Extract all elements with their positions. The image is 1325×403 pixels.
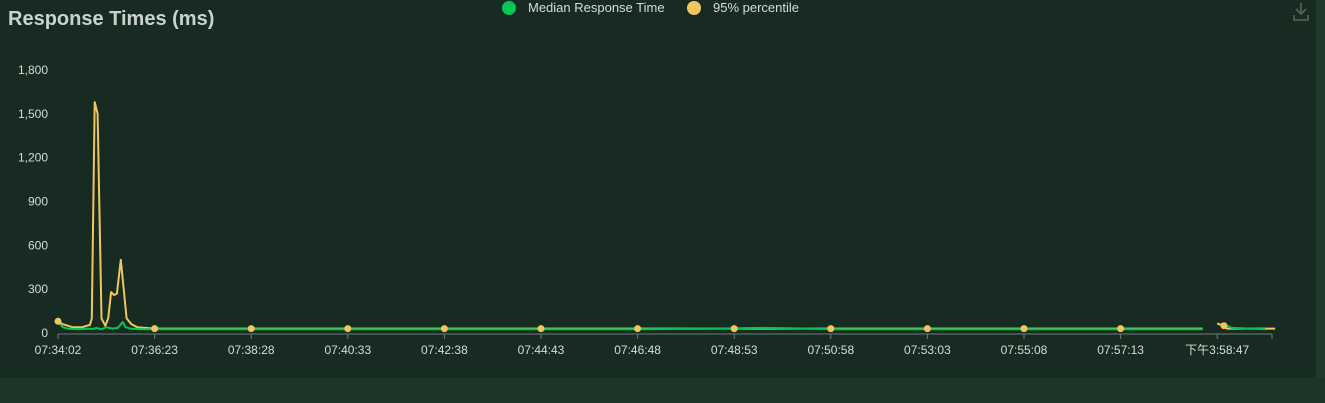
bottom-strip bbox=[0, 378, 1325, 403]
y-tick-label: 600 bbox=[28, 238, 48, 252]
x-tick-label: 07:53:03 bbox=[904, 343, 951, 357]
p95-point bbox=[344, 325, 352, 333]
p95-point bbox=[54, 317, 62, 325]
p95-point bbox=[827, 325, 835, 333]
legend-swatch bbox=[687, 1, 701, 15]
x-tick-label: 07:44:43 bbox=[518, 343, 565, 357]
panel-edge bbox=[1316, 0, 1325, 378]
x-tick-label: 07:50:58 bbox=[807, 343, 854, 357]
p95-point bbox=[537, 325, 545, 333]
y-tick-label: 1,200 bbox=[18, 151, 48, 165]
x-tick-label: 07:40:33 bbox=[324, 343, 371, 357]
p95-point bbox=[923, 325, 931, 333]
legend-swatch bbox=[502, 1, 516, 15]
x-tick-label: 07:36:23 bbox=[131, 343, 178, 357]
response-times-chart: 0 300 600 900 1,200 1,500 1,800 07:34:02 07:36:2… bbox=[18, 0, 1276, 357]
x-tick-label: 07:34:02 bbox=[35, 343, 82, 357]
x-tick-label: 07:42:38 bbox=[421, 343, 468, 357]
x-tick-label: 07:38:28 bbox=[228, 343, 275, 357]
download-icon[interactable] bbox=[1292, 2, 1310, 22]
chart-panel bbox=[0, 0, 1316, 378]
p95-point bbox=[151, 325, 159, 333]
p95-point bbox=[247, 325, 255, 333]
y-tick-label: 1,800 bbox=[18, 63, 48, 77]
x-tick-label: 07:57:13 bbox=[1097, 343, 1144, 357]
y-tick-label: 1,500 bbox=[18, 107, 48, 121]
p95-point bbox=[730, 325, 738, 333]
p95-point bbox=[634, 325, 642, 333]
p95-series-line bbox=[57, 101, 1276, 330]
p95-point bbox=[1220, 322, 1228, 330]
legend-label: 95% percentile bbox=[713, 0, 799, 15]
p95-point bbox=[1020, 325, 1028, 333]
p95-point bbox=[1117, 325, 1125, 333]
legend-label: Median Response Time bbox=[528, 0, 665, 15]
y-tick-label: 0 bbox=[41, 326, 48, 340]
x-tick-label: 07:46:48 bbox=[614, 343, 661, 357]
y-tick-label: 300 bbox=[28, 282, 48, 296]
x-tick-label: 07:55:08 bbox=[1001, 343, 1048, 357]
x-tick-label: 下午3:58:47 bbox=[1185, 343, 1249, 357]
p95-point bbox=[440, 325, 448, 333]
x-tick-label: 07:48:53 bbox=[711, 343, 758, 357]
median-series-line bbox=[57, 321, 1266, 331]
chart-title: Response Times (ms) bbox=[8, 8, 215, 30]
y-tick-label: 900 bbox=[28, 195, 48, 209]
